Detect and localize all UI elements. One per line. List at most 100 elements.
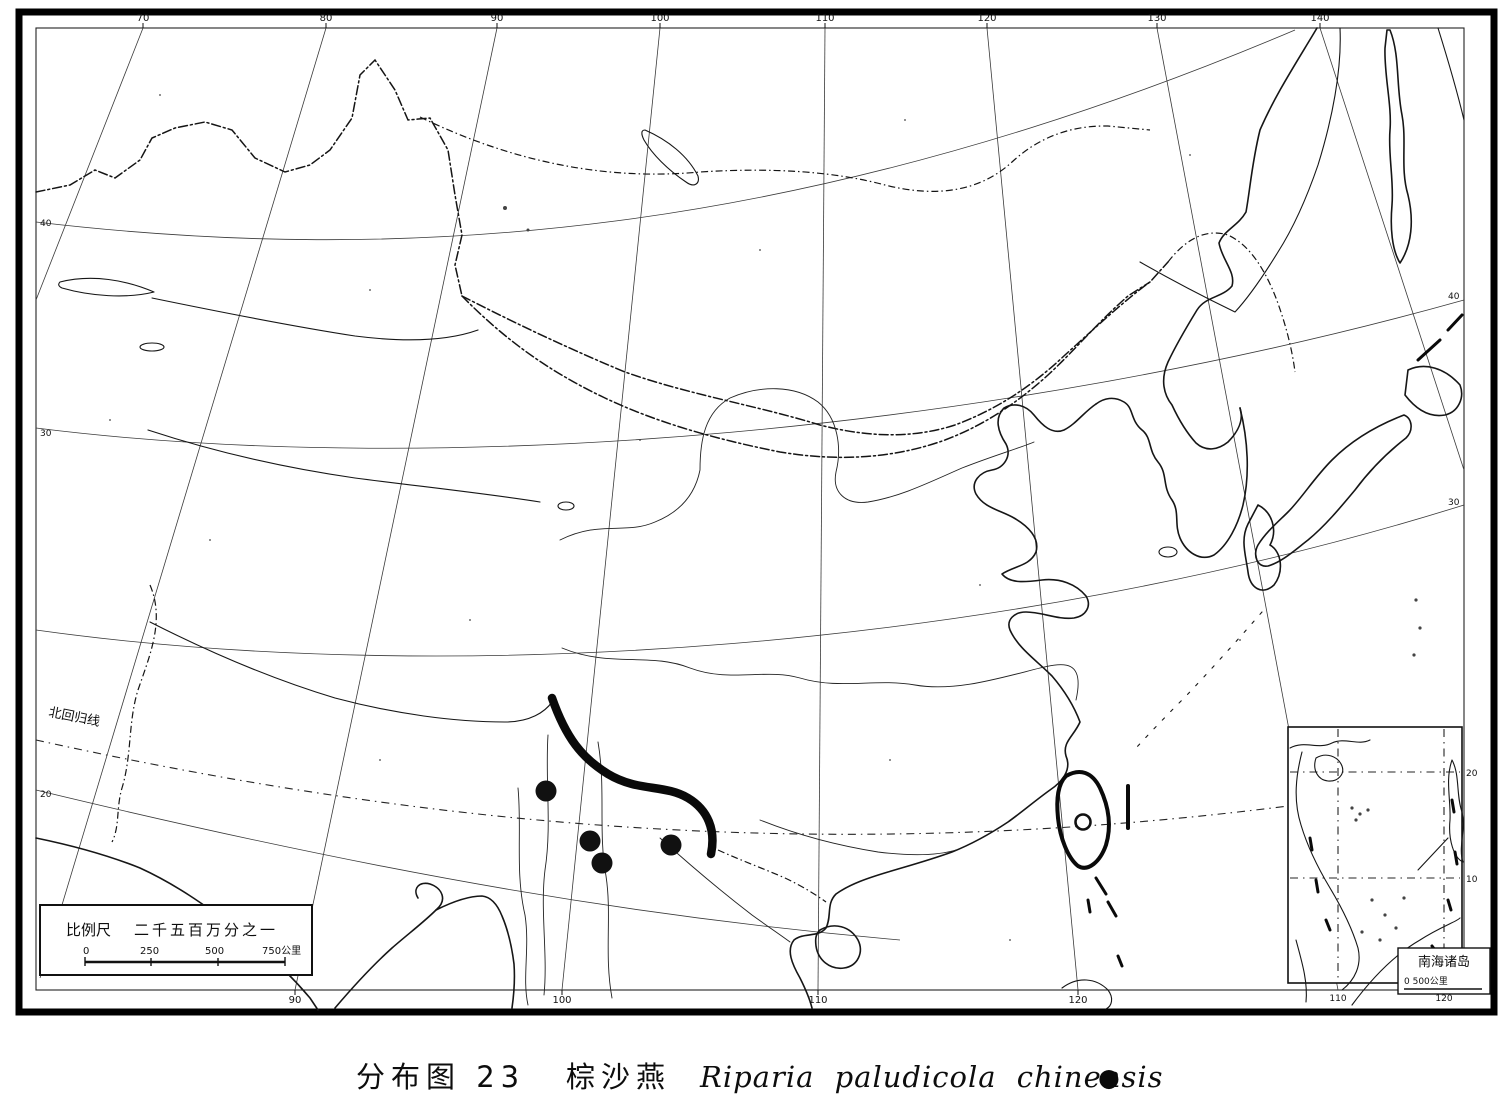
inset-lat-label: 20 [1466,769,1478,779]
inset-title: 南海诸岛 [1418,954,1470,970]
frame-ticks [142,23,1321,995]
border-kazakh-xinjiang [35,58,463,297]
caption-scientific-name: Riparia paludicola chinensis [699,1060,1164,1094]
island-taiwan-bold [1055,770,1111,870]
border-india-west [111,584,157,843]
scan-speckles [109,94,1241,941]
record-markers-layer [535,780,1092,874]
parallel-40n [35,299,1465,449]
inset-south-china-sea: 南海诸岛 0 500公里 110 120 20 10 [1287,726,1491,1006]
river-pearl [759,819,957,856]
inset-scale-text: 0 500公里 [1404,976,1448,987]
inset-coastlines [1289,739,1464,1006]
river-yangtze [561,647,1079,701]
meridian-100e [561,27,661,991]
border-mongolia-south [461,281,1151,459]
inset-nine-dash-marks [1308,798,1459,956]
caption: 分布图 23 棕沙燕 Riparia paludicola chinensis … [356,1060,1164,1094]
island-honshu [1254,414,1412,567]
record-circle-open [1074,813,1092,831]
inset-coast-borneo [1351,917,1461,1006]
inset-island-luzon [1448,759,1464,863]
inset-title-frame [1397,947,1491,995]
meridian-90e [294,27,498,991]
meridian-70e [35,27,144,301]
scale-box-frame [39,904,313,976]
inset-island-palawan [1417,837,1449,871]
border-vietnam-north [717,849,827,903]
distribution-range-marks [547,693,1130,968]
scale-box: 比例尺 二千五百万分之一 0 250 500 750公里 [39,904,313,976]
inset-lat-label: 10 [1466,875,1478,885]
inset-dash-boundary [1308,798,1459,956]
coast-china-east [789,403,1097,1009]
tropic-of-cancer-line [35,739,1289,835]
inset-lon-label: 120 [1435,994,1452,1004]
map-outer-frame [15,8,1498,1016]
lake-balkhash [58,277,155,297]
map-inner-frame [35,27,1465,991]
lat-label-right: 40 [1448,292,1460,302]
inset-coast-malay [1295,939,1307,1003]
coast-india-east [334,882,444,1009]
inset-coast-vietnam [1295,751,1360,991]
island-kyushu [1243,504,1282,591]
scale-label: 比例尺 [66,921,111,939]
tianshan-line [151,297,479,341]
rivers-china [517,388,1079,1006]
inset-labels: 110 120 20 10 [1329,769,1477,1004]
river-amur [1139,27,1341,313]
lon-label-top: 70 [137,13,150,24]
meridian-80e [39,27,327,979]
caption-legend-dot-icon: ● [1098,1063,1120,1092]
inset-lon-label: 110 [1329,994,1346,1004]
meridian-110e [817,27,826,991]
kuril-islands-dashes [1416,313,1464,362]
record-dot-filled [660,834,682,856]
coast-luzon-tip [1061,979,1113,1010]
scale-ratio: 二千五百万分之一 [134,921,278,939]
ryukyu-island-chain [1135,611,1263,749]
island-jeju [1158,546,1178,558]
lon-label-bottom: 110 [808,995,827,1006]
caption-map-number: 分布图 23 [356,1060,525,1094]
range-band-yunnan [547,693,717,859]
graticule-labels: 70 80 90 100 110 120 130 140 90 100 110 … [40,13,1460,1006]
record-dot-filled [591,852,613,874]
pacific-coast [789,27,1318,1009]
border-russia-south [419,116,1151,192]
lon-label-top: 80 [320,13,333,24]
island-hainan [814,925,862,970]
kunlun-line [147,429,541,503]
inset-island-hainan [1314,754,1344,782]
inset-frame [1287,726,1463,984]
river-irrawaddy [517,787,529,1006]
coast-bengal-myanmar [435,895,516,1009]
inset-title-box: 南海诸岛 0 500公里 [1397,947,1491,995]
lon-label-bottom: 100 [552,995,571,1006]
lon-label-top: 120 [977,13,996,24]
lon-label-top: 100 [650,13,669,24]
range-dashes-southeast-taiwan [1086,876,1124,968]
coast-kamchatka [1437,27,1465,121]
lat-label-left: 20 [40,790,52,800]
lat-label-left: 30 [40,429,52,439]
lat-label-right: 30 [1448,498,1460,508]
lon-label-bottom: 90 [289,995,302,1006]
lon-label-top: 110 [815,13,834,24]
scale-tick-250: 250 [140,946,159,957]
parallel-50n [35,29,1296,241]
lake-baikal [641,129,699,186]
graticule-parallels [35,29,1465,941]
river-yellow [559,388,1035,541]
lon-label-top: 130 [1147,13,1166,24]
tropic-of-cancer-label: 北回归线 [47,705,101,730]
lake-issyk-kul [139,342,165,352]
meridian-120e [986,27,1079,991]
graticule-meridians [35,27,1465,991]
lake-qinghai [557,501,575,511]
scale-tick-0: 0 [83,946,89,957]
coast-korea-peninsula [1095,397,1249,559]
